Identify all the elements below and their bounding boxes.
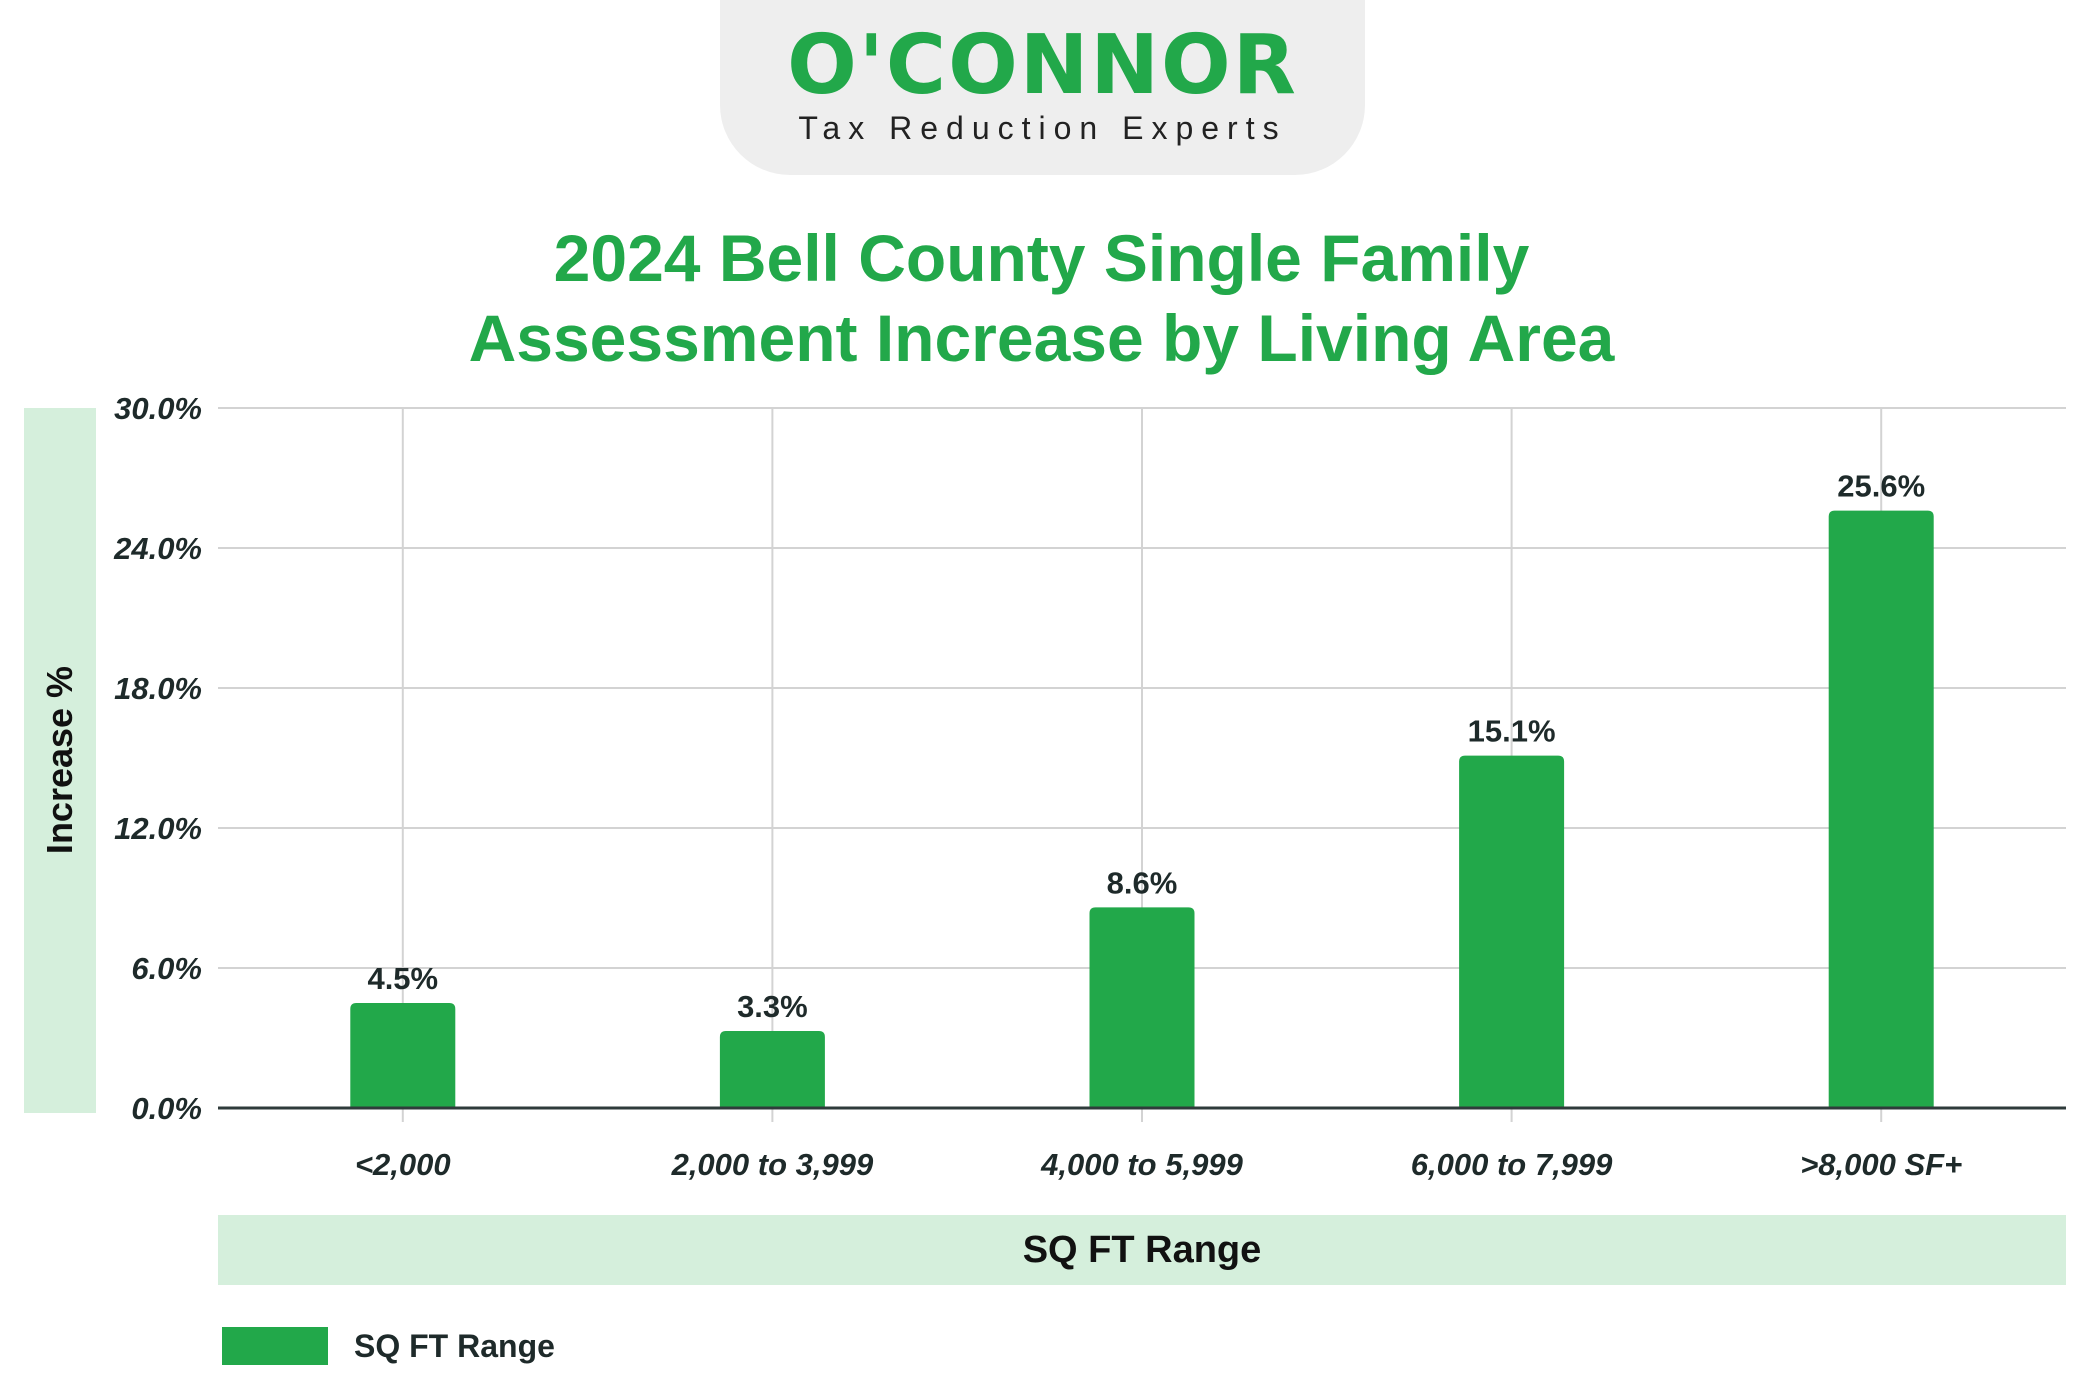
x-axis-label-band	[218, 1215, 2066, 1285]
bar-data-label: 4.5%	[367, 961, 438, 996]
y-tick-label: 12.0%	[114, 811, 202, 846]
x-tick-label: 4,000 to 5,999	[1040, 1147, 1243, 1182]
brand-tagline: Tax Reduction Experts	[798, 110, 1287, 146]
bar	[350, 1003, 456, 1108]
bar	[1459, 755, 1565, 1108]
chart-title-line-2: Assessment Increase by Living Area	[468, 301, 1615, 375]
bar-data-label: 15.1%	[1468, 714, 1556, 749]
brand-header-tab	[720, 0, 1365, 175]
y-tick-label: 24.0%	[113, 531, 202, 566]
bar-data-label: 25.6%	[1837, 469, 1925, 504]
bar	[719, 1031, 825, 1108]
chart-title-line-1: 2024 Bell County Single Family	[553, 221, 1530, 295]
x-tick-label: >8,000 SF+	[1800, 1147, 1962, 1182]
y-tick-label: 0.0%	[131, 1091, 202, 1126]
brand-logo: O'CONNOR	[787, 18, 1298, 113]
y-tick-label: 18.0%	[114, 671, 202, 706]
y-axis-label-band	[24, 408, 96, 1113]
chart-title: 2024 Bell County Single Family Assessmen…	[0, 218, 2083, 378]
bar	[1089, 907, 1195, 1108]
legend-swatch	[222, 1327, 328, 1365]
legend-label: SQ FT Range	[354, 1328, 555, 1364]
x-axis-label: SQ FT Range	[1022, 1229, 1262, 1271]
x-tick-label: <2,000	[355, 1147, 451, 1182]
bar	[1828, 510, 1934, 1109]
x-tick-label: 6,000 to 7,999	[1411, 1147, 1613, 1182]
bar-data-label: 3.3%	[737, 989, 808, 1024]
y-tick-label: 30.0%	[114, 391, 202, 426]
x-tick-label: 2,000 to 3,999	[671, 1147, 874, 1182]
y-tick-label: 6.0%	[131, 951, 202, 986]
bar-data-label: 8.6%	[1107, 865, 1178, 900]
